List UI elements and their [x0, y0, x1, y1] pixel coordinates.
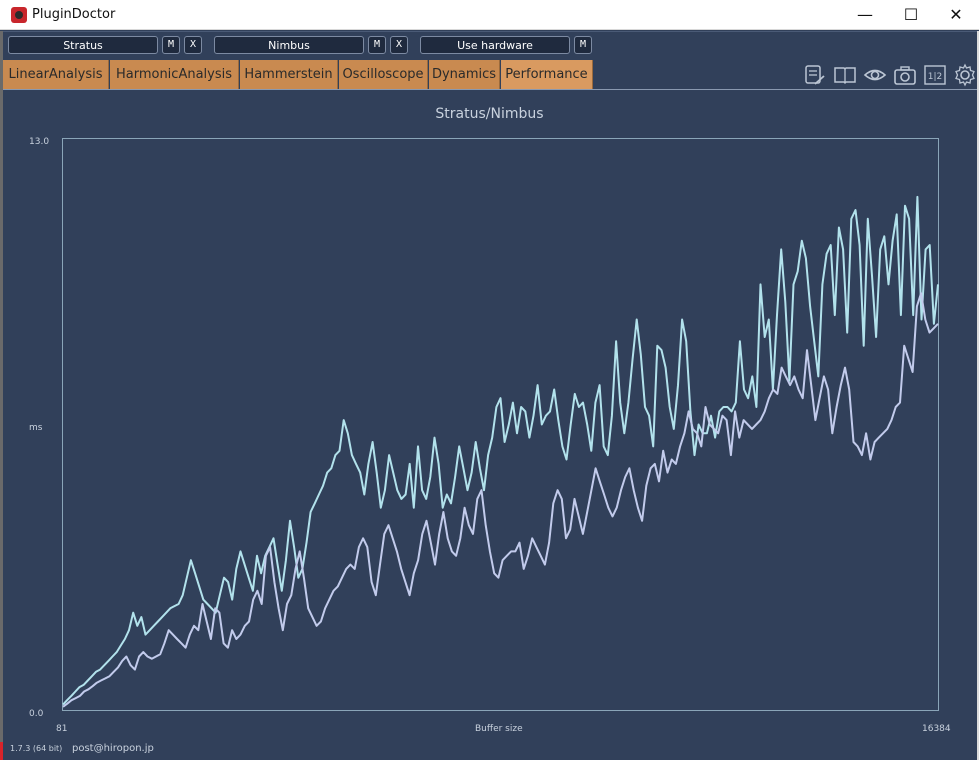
compare-icon[interactable]: 1|2 [923, 63, 947, 87]
plugin-a-x-button[interactable]: X [184, 36, 202, 54]
tab-performance[interactable]: Performance [501, 60, 593, 90]
notes-icon[interactable] [803, 63, 827, 87]
tab-dynamics[interactable]: Dynamics [429, 60, 500, 90]
version-label: 1.7.3 (64 bit) [10, 744, 63, 753]
close-window-button[interactable]: ✕ [949, 5, 963, 24]
window-title: PluginDoctor [32, 7, 116, 22]
tab-oscilloscope[interactable]: Oscilloscope [339, 60, 428, 90]
y-axis-min-label: 0.0 [29, 709, 44, 719]
tab-harmonic-analysis[interactable]: HarmonicAnalysis [110, 60, 239, 90]
minimize-button[interactable]: — [857, 5, 873, 24]
plugin-b-x-button[interactable]: X [390, 36, 408, 54]
plugin-b-m-button[interactable]: M [368, 36, 386, 54]
right-edge [977, 31, 979, 760]
top-divider [3, 31, 977, 32]
tab-divider [3, 89, 977, 90]
settings-icon[interactable] [953, 63, 977, 87]
x-axis-min-label: 81 [56, 724, 68, 734]
y-axis-label: ms [29, 423, 43, 433]
left-edge [0, 31, 3, 760]
performance-plot [62, 138, 939, 711]
chart-title: Stratus/Nimbus [435, 106, 544, 122]
camera-icon[interactable] [893, 63, 917, 87]
series-1-line [62, 292, 939, 708]
series-0-line [62, 195, 939, 706]
x-axis-max-label: 16384 [922, 724, 951, 734]
app-logo-icon [11, 7, 27, 23]
maximize-button[interactable]: ☐ [903, 5, 919, 24]
y-axis-max-label: 13.0 [29, 137, 50, 147]
hardware-m-button[interactable]: M [574, 36, 592, 54]
x-axis-label: Buffer size [475, 724, 523, 734]
compare-icon-text: 1|2 [928, 72, 942, 82]
window-titlebar: PluginDoctor — ☐ ✕ [0, 0, 979, 30]
book-icon[interactable] [833, 63, 857, 87]
contact-email: post@hiropon.jp [72, 743, 154, 754]
hardware-selector[interactable]: Use hardware [420, 36, 570, 54]
plugin-b-selector[interactable]: Nimbus [214, 36, 364, 54]
tab-linear-analysis[interactable]: LinearAnalysis [3, 60, 109, 90]
plugin-a-selector[interactable]: Stratus [8, 36, 158, 54]
eye-icon[interactable] [863, 63, 887, 87]
tab-hammerstein[interactable]: Hammerstein [240, 60, 338, 90]
left-edge-accent [0, 742, 3, 760]
plot-frame [62, 138, 939, 711]
plugin-a-m-button[interactable]: M [162, 36, 180, 54]
